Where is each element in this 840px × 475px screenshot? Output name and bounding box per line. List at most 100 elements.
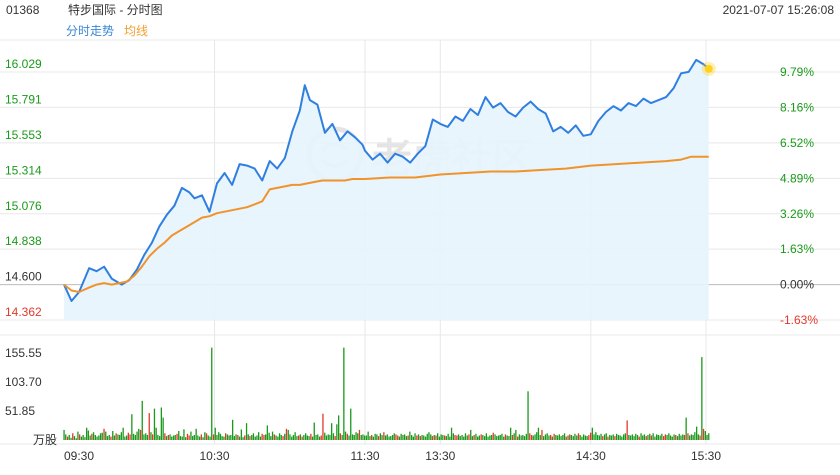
- volume-bar: [619, 435, 621, 440]
- volume-bar: [661, 433, 663, 440]
- volume-bar: [219, 433, 222, 440]
- volume-bar: [225, 433, 227, 440]
- volume-y-tick: 51.85: [5, 404, 35, 418]
- volume-bar: [428, 432, 430, 440]
- volume-bar: [218, 432, 220, 440]
- volume-bar: [384, 435, 387, 440]
- volume-bar: [296, 436, 298, 440]
- volume-bar: [233, 436, 235, 440]
- volume-bar: [383, 432, 385, 440]
- volume-bar: [120, 432, 122, 440]
- volume-bar: [699, 435, 701, 440]
- volume-bar: [421, 435, 423, 440]
- volume-bar: [106, 436, 109, 440]
- volume-bar: [353, 435, 355, 440]
- volume-bar: [112, 431, 114, 440]
- volume-bar: [576, 435, 578, 440]
- volume-bar: [381, 435, 383, 440]
- volume-bar: [407, 435, 409, 440]
- volume-bar: [195, 428, 197, 440]
- volume-bar: [442, 435, 444, 440]
- volume-bar: [633, 436, 635, 440]
- volume-bar: [600, 433, 602, 440]
- volume-bar: [525, 433, 527, 440]
- volume-bar: [602, 436, 604, 440]
- volume-bar: [124, 436, 126, 440]
- volume-bar: [313, 422, 315, 440]
- volume-bar: [563, 433, 566, 440]
- volume-bar: [431, 436, 434, 440]
- volume-bar: [336, 424, 338, 440]
- volume-bar: [447, 433, 449, 440]
- volume-bar: [492, 432, 494, 440]
- volume-bar: [579, 435, 581, 440]
- volume-bar: [325, 435, 328, 440]
- volume-bar: [205, 433, 208, 440]
- volume-bar: [259, 436, 262, 440]
- legend-average-line: 均线: [124, 24, 148, 38]
- volume-bar: [503, 436, 505, 440]
- volume-bar: [464, 433, 467, 440]
- volume-bar: [518, 434, 520, 440]
- volume-bar: [631, 434, 633, 440]
- volume-bar: [546, 433, 548, 440]
- volume-bar: [122, 427, 124, 440]
- volume-bar: [202, 437, 204, 440]
- volume-bar: [508, 436, 510, 440]
- volume-bar: [550, 435, 552, 440]
- volume-bar: [223, 436, 225, 440]
- volume-bar: [414, 433, 416, 440]
- volume-bar: [266, 425, 268, 440]
- volume-bar: [186, 433, 189, 440]
- volume-bar: [204, 432, 206, 440]
- volume-bar: [510, 427, 512, 440]
- volume-bar: [678, 433, 680, 440]
- volume-bar: [103, 428, 105, 440]
- volume-bar: [197, 435, 199, 440]
- volume-bar: [543, 436, 545, 440]
- volume-bar: [668, 433, 670, 440]
- y-left-tick: 15.314: [5, 163, 42, 177]
- volume-bar: [591, 427, 593, 440]
- volume-bar: [696, 426, 698, 440]
- volume-bar: [209, 436, 211, 440]
- volume-bar: [275, 435, 277, 440]
- volume-bar: [242, 437, 244, 440]
- volume-y-tick: 103.70: [5, 375, 42, 389]
- volume-bar: [136, 431, 138, 440]
- volume-bar: [647, 435, 649, 440]
- volume-bar: [471, 436, 474, 440]
- x-tick: 15:30: [691, 449, 721, 463]
- volume-bar: [343, 347, 345, 440]
- volume-bar: [640, 433, 642, 440]
- volume-bar: [673, 434, 675, 440]
- volume-bar: [91, 433, 93, 440]
- volume-bar: [98, 435, 100, 440]
- volume-bar: [96, 436, 98, 440]
- volume-bar: [318, 436, 321, 440]
- volume-bar: [298, 435, 300, 440]
- volume-bar: [610, 435, 613, 440]
- volume-bar: [258, 432, 260, 440]
- volume-bar: [108, 435, 110, 440]
- volume-bar: [101, 432, 103, 440]
- volume-bar: [386, 434, 388, 440]
- volume-bar: [247, 434, 249, 440]
- volume-bar: [702, 428, 705, 440]
- volume-bar: [577, 433, 580, 440]
- y-left-tick: 15.791: [5, 92, 42, 106]
- volume-bar: [358, 429, 361, 440]
- volume-bar: [374, 433, 376, 440]
- volume-bar: [207, 435, 209, 440]
- volume-bar: [178, 431, 180, 440]
- volume-bar: [416, 435, 418, 440]
- volume-bar: [517, 436, 519, 440]
- volume-bar: [211, 347, 213, 440]
- volume-bar: [350, 408, 352, 440]
- volume-bar: [160, 407, 162, 440]
- volume-bar: [73, 436, 76, 440]
- volume-bar: [75, 438, 77, 440]
- volume-bar: [115, 433, 117, 440]
- volume-bar: [590, 432, 592, 440]
